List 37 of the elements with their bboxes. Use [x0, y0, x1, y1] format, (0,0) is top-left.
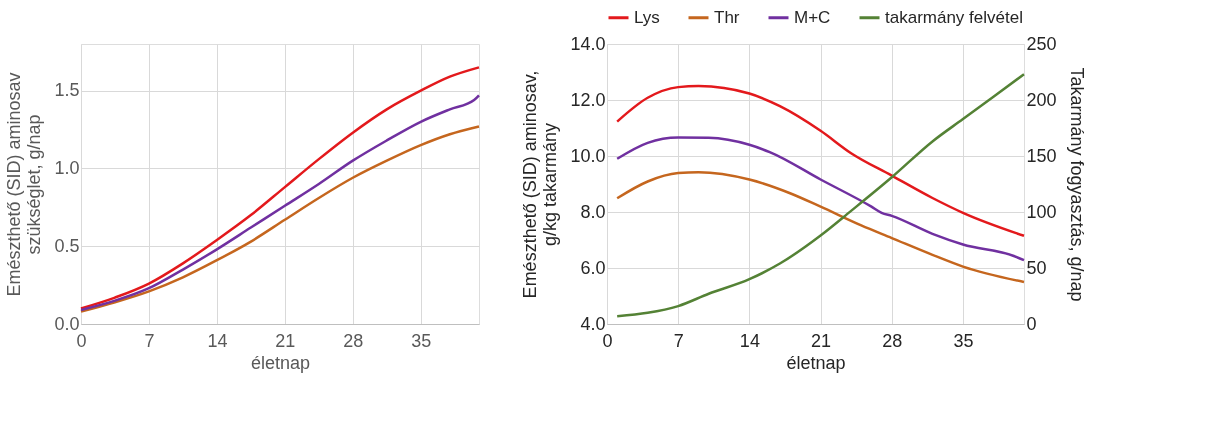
y2-tick-label: 100 [1026, 201, 1057, 222]
y-tick-label: 1.0 [54, 157, 80, 178]
y2-tick-label: 50 [1026, 257, 1047, 278]
y-tick-label: 6.0 [580, 257, 606, 278]
x-tick-label: 14 [207, 330, 228, 351]
y-tick-label: 1.5 [54, 80, 80, 101]
x-tick-label: 28 [882, 330, 903, 351]
y-tick-label: 0.5 [54, 235, 80, 256]
legend-label: M+C [794, 7, 831, 27]
x-tick-label: 35 [953, 330, 974, 351]
line-series [615, 72, 1026, 318]
line-series [615, 170, 1026, 284]
legend-label: Lys [634, 7, 660, 27]
y-tick-label: 12.0 [570, 89, 606, 110]
x-tick-label: 28 [343, 330, 364, 351]
x-tick-label: 14 [739, 330, 760, 351]
y2-axis-title: Takarmány fogyasztás, g/nap [1066, 67, 1087, 302]
line-series [615, 136, 1026, 262]
line-series [615, 84, 1026, 238]
y2-tick-label: 250 [1026, 33, 1057, 54]
y2-tick-label: 0 [1026, 313, 1037, 334]
x-tick-label: 21 [811, 330, 832, 351]
x-tick-label: 35 [411, 330, 432, 351]
y2-tick-label: 150 [1026, 145, 1057, 166]
legend-label: Thr [714, 7, 740, 27]
y-axis-title: Emészthető (SID) aminosav, g/kg takarmány [520, 70, 561, 299]
y-axis-title: Emészthető (SID) aminosav szükséglet, g/nap [4, 72, 45, 297]
legend-label: takarmány felvétel [885, 7, 1023, 27]
x-tick-label: 21 [275, 330, 296, 351]
x-axis-title: életnap [786, 352, 846, 373]
x-axis-title: életnap [250, 352, 311, 373]
y-tick-label: 8.0 [580, 201, 606, 222]
x-tick-label: 7 [673, 330, 684, 351]
y-tick-label: 10.0 [570, 145, 606, 166]
y2-tick-label: 200 [1026, 89, 1057, 110]
x-tick-label: 7 [144, 330, 155, 351]
y-tick-label: 14.0 [570, 33, 606, 54]
